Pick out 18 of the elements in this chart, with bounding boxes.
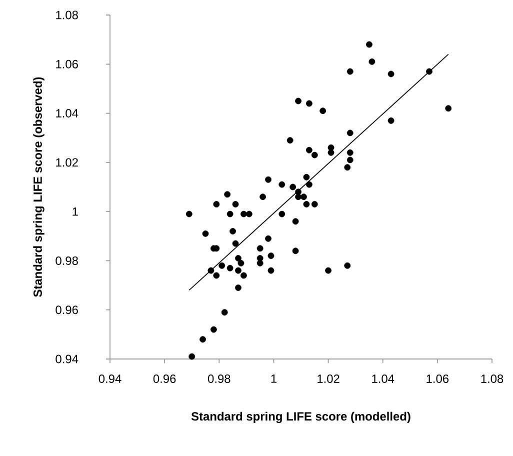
y-tick-label: 0.96	[56, 306, 78, 314]
x-tick-label: 1.06	[426, 374, 449, 383]
x-tick-label: 0.98	[208, 374, 230, 383]
x-tick-label: 0.94	[98, 374, 122, 383]
x-tick-label: 1	[271, 374, 276, 383]
y-tick-label: 1.02	[56, 158, 78, 167]
y-tick-label: 1.08	[56, 10, 78, 20]
x-tick-label: 1.02	[318, 374, 340, 383]
y-tick-label: 1	[72, 207, 78, 216]
x-axis-title: Standard spring LIFE score (modelled)	[191, 412, 410, 424]
x-tick-label: 1.08	[481, 374, 504, 383]
y-tick-label: 1.06	[56, 60, 78, 68]
x-tick-label: 0.96	[153, 374, 176, 383]
y-axis-title: Standard spring LIFE score (observed)	[33, 77, 44, 297]
y-tick-label: 0.94	[56, 354, 78, 364]
y-tick-label: 0.98	[56, 256, 78, 265]
x-tick-label: 1.04	[372, 374, 394, 383]
y-tick-label: 1.04	[56, 109, 78, 118]
